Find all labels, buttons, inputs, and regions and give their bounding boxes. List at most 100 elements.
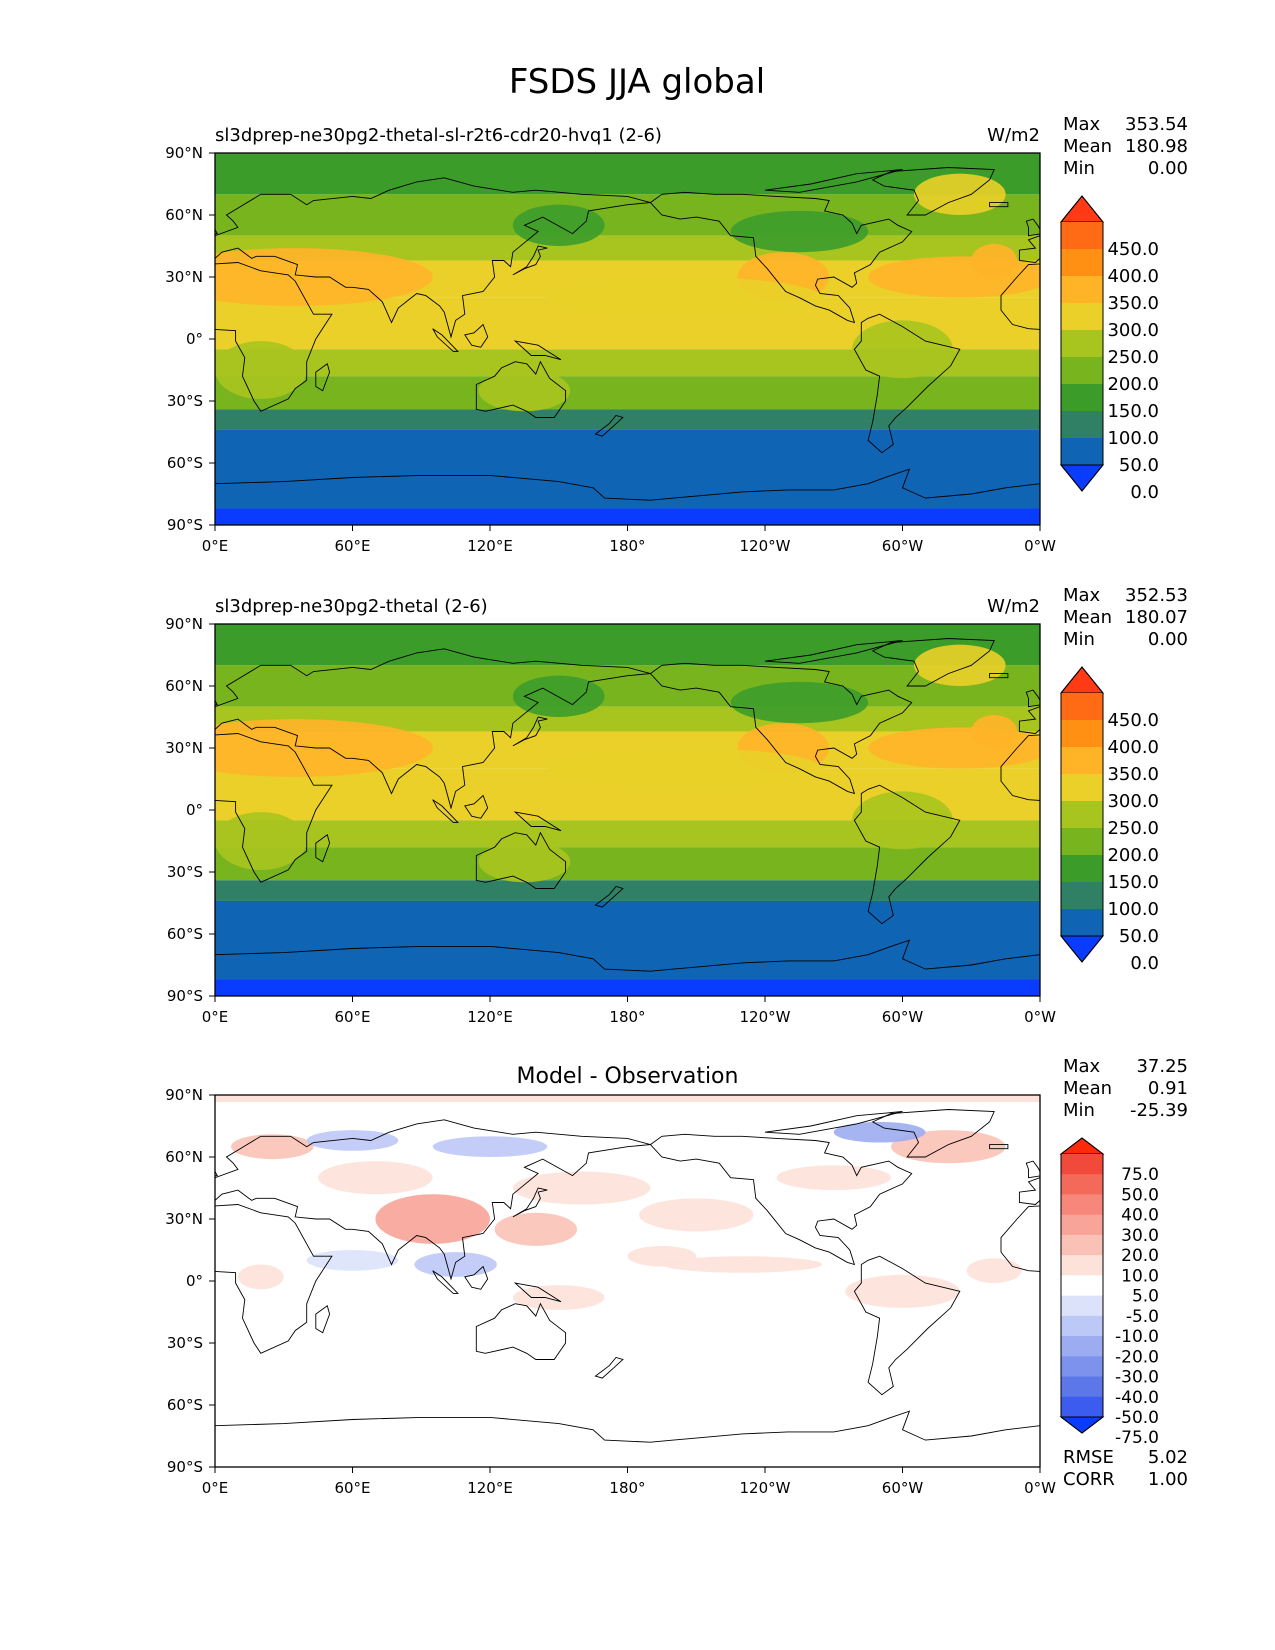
- coastline-uk: [215, 1170, 219, 1177]
- stat-label: Mean: [1063, 136, 1112, 157]
- colorbar-segment: [1061, 222, 1103, 250]
- stat-value: 352.53: [1125, 585, 1188, 606]
- stat-value: 180.98: [1125, 136, 1188, 157]
- field-feature: [432, 1136, 548, 1157]
- colorbar-extend-max: [1059, 195, 1105, 223]
- colorbar-tick-label: 150.0: [1107, 872, 1159, 893]
- field-feature: [231, 1134, 314, 1160]
- coastline-newguinea: [513, 340, 562, 361]
- field-feature: [913, 644, 1006, 686]
- field-feature: [971, 714, 1018, 748]
- x-tick-label: 120°E: [467, 1008, 513, 1026]
- coastline-iceland: [989, 1144, 1009, 1150]
- colorbar-tick-label: 250.0: [1107, 347, 1159, 368]
- field-feature: [215, 1095, 1040, 1102]
- coastline-arcticisles: [764, 1111, 903, 1135]
- field-feature: [306, 1130, 399, 1151]
- colorbar-segment: [1061, 828, 1103, 856]
- coastline-africa: [215, 262, 333, 412]
- y-tick-label: 90°S: [167, 516, 203, 534]
- colorbar-tick-label: 250.0: [1107, 818, 1159, 839]
- panel-title: Model - Observation: [517, 1064, 739, 1089]
- field-feature: [868, 256, 1040, 298]
- coastline-sumatra: [432, 328, 459, 352]
- colorbar-outline: [1060, 195, 1104, 492]
- field-feature: [730, 210, 869, 253]
- y-tick-label: 60°N: [165, 677, 203, 695]
- colorbar-segment: [1061, 909, 1103, 937]
- field-feature: [547, 277, 823, 319]
- zonal-band: [215, 429, 1040, 509]
- field-feature: [512, 1171, 651, 1205]
- y-tick-label: 60°N: [165, 206, 203, 224]
- field-feature: [661, 1256, 823, 1273]
- zonal-band: [215, 194, 1040, 236]
- coastline-nz: [594, 885, 624, 908]
- colorbar-segment: [1061, 1315, 1103, 1337]
- colorbar-tick-label: 400.0: [1107, 737, 1159, 758]
- colorbar-tick-label: -30.0: [1115, 1368, 1159, 1388]
- y-tick-label: 90°S: [167, 987, 203, 1005]
- y-tick-label: 30°N: [165, 268, 203, 286]
- shaded-field: [215, 624, 1040, 996]
- stat-value: 353.54: [1125, 114, 1188, 135]
- colorbar-tick-label: 150.0: [1107, 401, 1159, 422]
- colorbar-segment: [1061, 384, 1103, 412]
- colorbar-tick-label: 400.0: [1107, 266, 1159, 287]
- y-tick-label: 30°S: [167, 863, 203, 881]
- coastline-eurasia: [215, 177, 651, 339]
- colorbar-tick-label: 450.0: [1107, 239, 1159, 260]
- colorbar-segment: [1061, 855, 1103, 883]
- coastline-australia: [475, 831, 567, 889]
- coastline-madagascar: [315, 1305, 331, 1334]
- x-tick-label: 120°W: [740, 1479, 791, 1497]
- colorbar-tick-label: 75.0: [1121, 1165, 1159, 1185]
- stat-label: Max: [1063, 1056, 1101, 1077]
- field-feature: [478, 370, 571, 412]
- field-feature: [868, 727, 1040, 769]
- colorbar-segment: [1061, 720, 1103, 748]
- colorbar-extend-max: [1059, 1137, 1105, 1155]
- colorbar-tick-label: 450.0: [1107, 710, 1159, 731]
- field-feature: [845, 1274, 960, 1308]
- colorbar-segment: [1061, 1336, 1103, 1357]
- stat-value: 37.25: [1136, 1056, 1188, 1077]
- colorbar-tick-label: 30.0: [1121, 1226, 1159, 1246]
- colorbar-extend-max: [1059, 666, 1105, 694]
- y-tick-label: 60°N: [165, 1148, 203, 1166]
- x-tick-label: 120°E: [467, 1479, 513, 1497]
- panels: 0°E 60°E 120°E 180° 120°W 60°W 0°W 90°N 60°N 30°N…: [165, 114, 1188, 1497]
- y-tick-label: 90°N: [165, 615, 203, 633]
- colorbar-tick-label: 50.0: [1121, 1185, 1159, 1205]
- coastline-sumatra: [432, 1270, 459, 1294]
- x-tick-label: 0°E: [202, 1008, 229, 1026]
- zonal-band: [215, 979, 1040, 996]
- colorbar-tick-label: 10.0: [1121, 1266, 1159, 1286]
- field-feature: [547, 748, 823, 790]
- stat-value: 0.00: [1148, 158, 1188, 179]
- x-tick-label: 120°W: [740, 1008, 791, 1026]
- coastline-eurasia: [215, 1119, 651, 1281]
- colorbar-tick-label: 40.0: [1121, 1206, 1159, 1226]
- zonal-band: [215, 624, 1040, 666]
- x-tick-label: 180°: [609, 1479, 645, 1497]
- map-area: [215, 624, 1040, 996]
- coastline-nz: [594, 1356, 624, 1379]
- x-tick-label: 60°E: [334, 1008, 370, 1026]
- field-feature: [891, 1130, 1006, 1164]
- map-area: [215, 1095, 1040, 1467]
- colorbar-tick-label: 350.0: [1107, 764, 1159, 785]
- units-label: W/m2: [987, 596, 1040, 617]
- coastline-newguinea: [513, 811, 562, 832]
- coastline-madagascar: [315, 363, 331, 392]
- coastline-uk: [1025, 218, 1040, 237]
- coastline-iceland: [989, 673, 1009, 679]
- y-tick-label: 60°S: [167, 454, 203, 472]
- colorbar-segment: [1061, 276, 1103, 304]
- colorbar-segment: [1061, 249, 1103, 277]
- colorbar-segment: [1061, 1376, 1103, 1398]
- colorbar-tick-label: 100.0: [1107, 428, 1159, 449]
- coastline-sumatra: [432, 799, 459, 823]
- y-tick-label: 30°N: [165, 1210, 203, 1228]
- coastline-uk: [1025, 689, 1040, 708]
